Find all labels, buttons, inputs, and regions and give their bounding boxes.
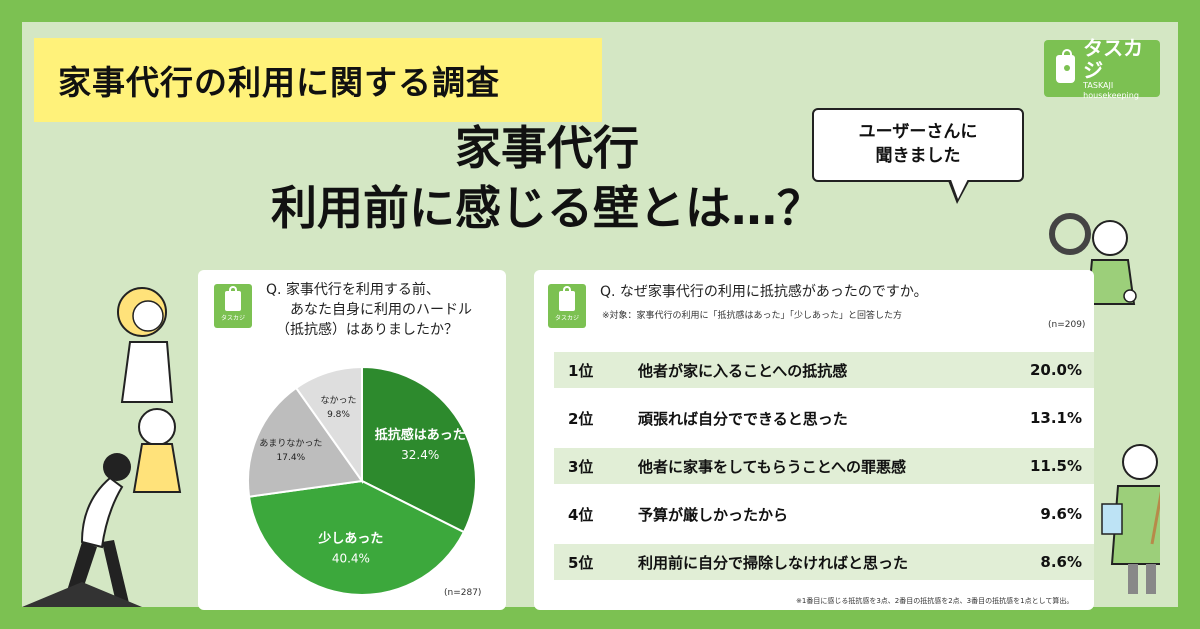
housekeeper-illustration xyxy=(1049,213,1160,594)
pie-question-line-3: （抵抗感）はありましたか？ xyxy=(276,322,458,338)
panel-logo: タスカジ xyxy=(548,284,586,328)
pie-slice-label: 抵抗感はあった xyxy=(375,427,466,443)
worried-people-illustration xyxy=(22,287,182,607)
rank-number: 1位 xyxy=(568,361,594,380)
pie-slice-value: 9.8% xyxy=(327,410,350,420)
pie-slice-label: なかった xyxy=(321,395,357,406)
rank-reason: 他者に家事をしてもらうことへの罪悪感 xyxy=(638,457,907,476)
canvas: 家事代行の利用に関する調査 タスカジ TASKAJI housekeeping … xyxy=(22,22,1178,610)
title-line-1: 家事代行 xyxy=(455,121,639,175)
bubble-line-2: 聞きました xyxy=(875,146,961,166)
page-title: 家事代行 利用前に感じる壁とは…？ xyxy=(192,118,902,238)
pie-slice-label: 少しあった xyxy=(317,530,383,546)
panel-logo-label: タスカジ xyxy=(554,314,579,322)
survey-badge: 家事代行の利用に関する調査 xyxy=(34,38,602,122)
pie-slice-value: 32.4% xyxy=(401,448,439,462)
pie-question-line-1: Q. 家事代行を利用する前、 xyxy=(266,282,440,298)
rank-value: 11.5% xyxy=(1029,457,1082,475)
ranking-sample-size: (n=209) xyxy=(1048,320,1086,330)
pie-slice-value: 17.4% xyxy=(277,453,306,463)
brand-name: タスカジ xyxy=(1083,35,1144,82)
pie-question: Q. 家事代行を利用する前、 あなた自身に利用のハードル （抵抗感）はありました… xyxy=(266,280,502,340)
apron-icon xyxy=(559,285,575,311)
rank-value: 20.0% xyxy=(1029,361,1082,379)
pie-chart: 抵抗感はあった 32.4% 少しあった 40.4% あまりなかった 17.4% なかった 9.… xyxy=(247,365,477,596)
apron-icon xyxy=(225,285,241,311)
rank-reason: 他者が家に入ることへの抵抗感 xyxy=(638,361,848,380)
brand-logo: タスカジ TASKAJI housekeeping xyxy=(1044,35,1160,100)
ranking-panel: タスカジ Q. なぜ家事代行の利用に抵抗感があったのですか。 ※対象：家事代行の… xyxy=(534,270,1094,610)
title-line-2: 利用前に感じる壁とは…？ xyxy=(271,181,823,235)
rank-number: 5位 xyxy=(568,553,594,572)
rank-value: 9.6% xyxy=(1040,505,1082,523)
ranking-question: Q. なぜ家事代行の利用に抵抗感があったのですか。 xyxy=(600,284,928,300)
rank-reason: 利用前に自分で掃除しなければと思った xyxy=(638,553,909,572)
pie-slice xyxy=(247,386,364,498)
rank-reason: 頑張れば自分でできると思った xyxy=(638,409,848,428)
pie-slice xyxy=(294,365,363,485)
pie-sample-size: (n=287) xyxy=(444,588,482,598)
ranking-footnote: ※1番目に感じる抵抗感を3点、2番目の抵抗感を2点、3番目の抵抗感を1点として算… xyxy=(796,597,1074,605)
rank-number: 3位 xyxy=(568,457,594,476)
panel-logo: タスカジ xyxy=(214,284,252,328)
ranking-row: 2位 頑張れば自分でできると思った 13.1% xyxy=(554,400,1094,436)
rank-number: 4位 xyxy=(568,505,594,524)
rank-value: 13.1% xyxy=(1029,409,1082,427)
brand-sub: TASKAJI housekeeping xyxy=(1083,80,1139,100)
rank-value: 8.6% xyxy=(1040,553,1082,571)
pie-slice-label: あまりなかった xyxy=(259,438,322,449)
pie-slice xyxy=(247,479,466,596)
rank-number: 2位 xyxy=(568,409,594,428)
pie-panel: タスカジ Q. 家事代行を利用する前、 あなた自身に利用のハードル （抵抗感）は… xyxy=(198,270,506,610)
speech-bubble: ユーザーさんに 聞きました xyxy=(812,108,1024,182)
panel-logo-label: タスカジ xyxy=(220,314,245,322)
bubble-tail-inner xyxy=(950,177,969,199)
ranking-row: 3位 他者に家事をしてもらうことへの罪悪感 11.5% xyxy=(554,448,1094,484)
pie-question-line-2: あなた自身に利用のハードル xyxy=(290,302,472,318)
rank-reason: 予算が厳しかったから xyxy=(638,505,789,524)
bubble-line-1: ユーザーさんに xyxy=(858,122,978,142)
ranking-row: 1位 他者が家に入ることへの抵抗感 20.0% xyxy=(554,352,1094,388)
ranking-row: 5位 利用前に自分で掃除しなければと思った 8.6% xyxy=(554,544,1094,580)
ranking-row: 4位 予算が厳しかったから 9.6% xyxy=(554,496,1094,532)
pie-slice xyxy=(361,365,477,534)
apron-icon xyxy=(1056,48,1076,83)
pie-slice-value: 40.4% xyxy=(332,551,370,565)
ranking-target: ※対象：家事代行の利用に「抵抗感はあった」「少しあった」と回答した方 xyxy=(602,311,903,321)
